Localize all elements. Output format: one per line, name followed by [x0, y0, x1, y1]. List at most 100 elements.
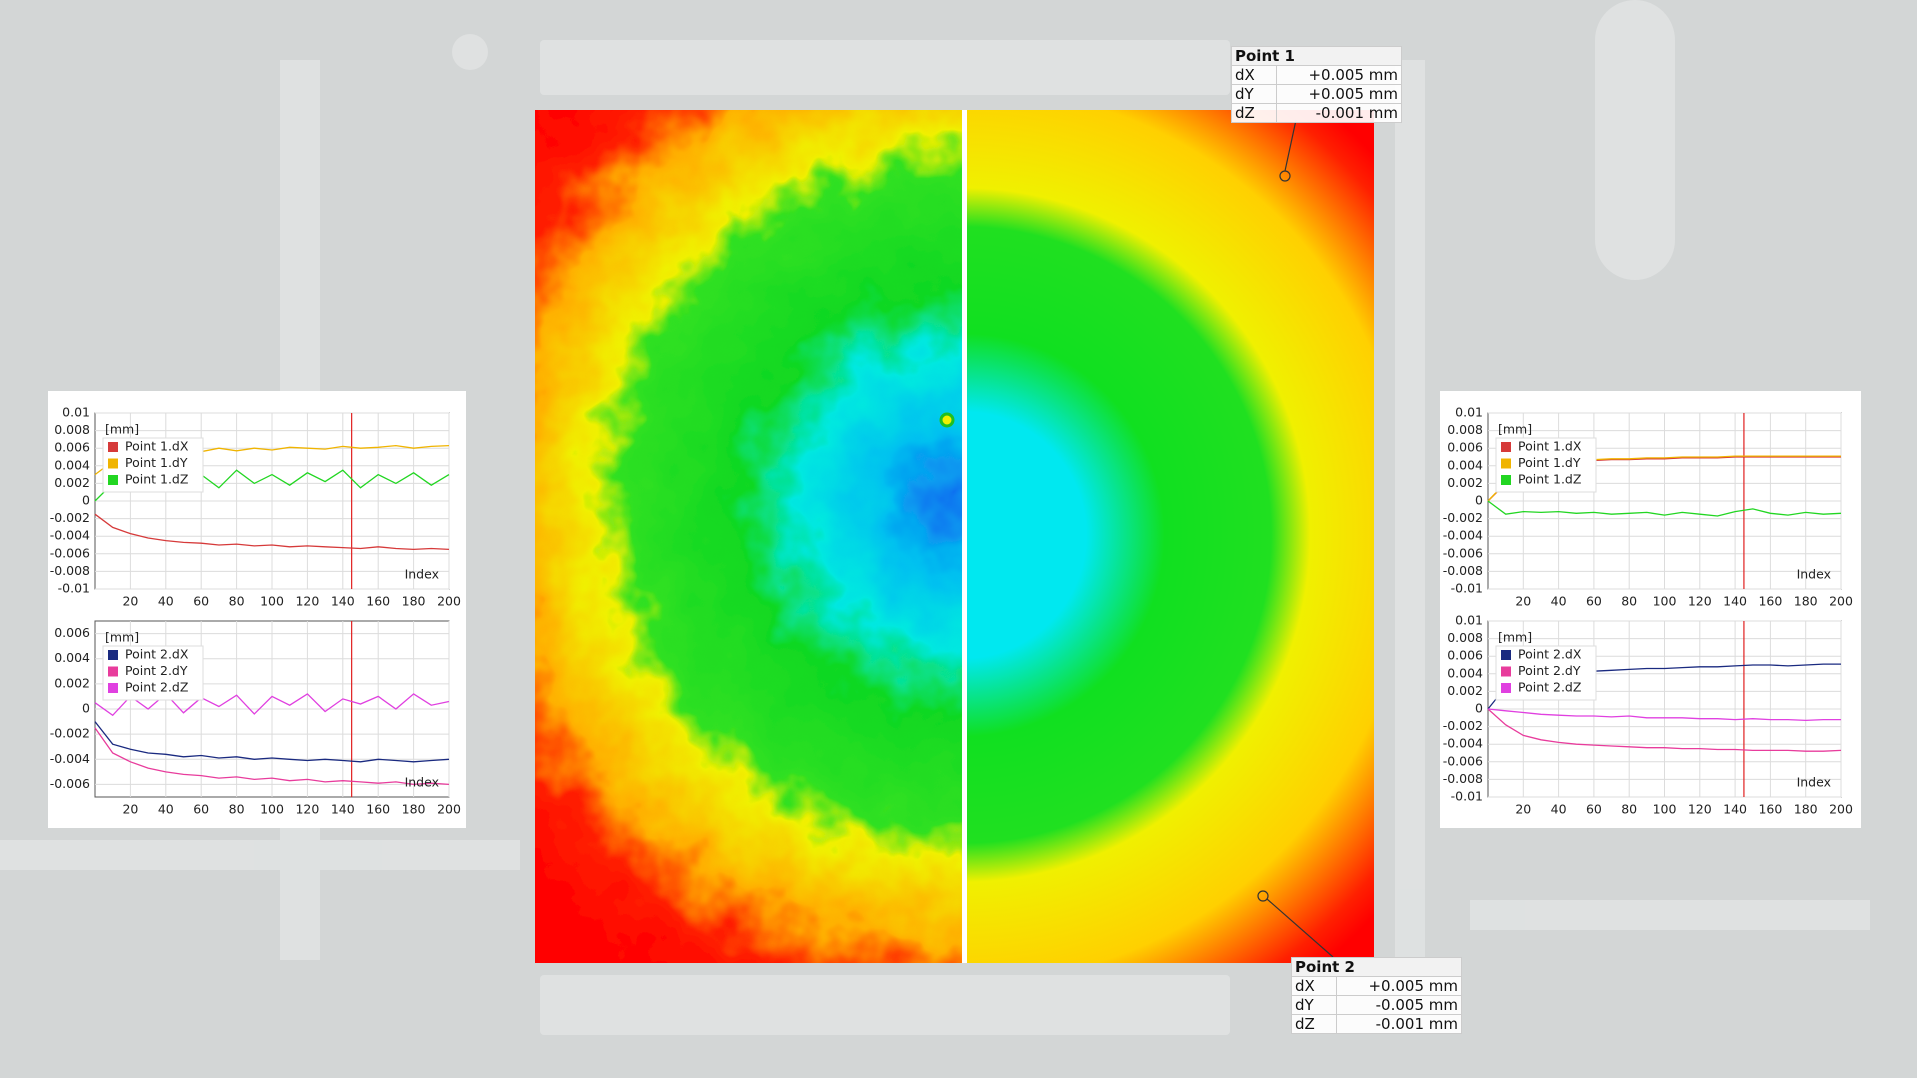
- y-tick-label: 0.002: [1447, 475, 1483, 490]
- background-board: [0, 0, 1870, 1035]
- y-tick-label: 0: [82, 493, 90, 508]
- y-tick-label: 0.008: [54, 422, 90, 437]
- x-tick-label: 120: [295, 594, 319, 609]
- x-tick-label: 80: [229, 594, 245, 609]
- y-tick-label: -0.002: [50, 510, 90, 525]
- legend-swatch: [108, 475, 118, 485]
- x-tick-label: 160: [1758, 802, 1782, 817]
- x-tick-label: 160: [366, 802, 390, 817]
- axis-name: dZ: [1291, 1014, 1337, 1034]
- y-tick-label: 0: [1475, 493, 1483, 508]
- table-title: Point 1: [1231, 46, 1402, 66]
- x-axis-label: Index: [1797, 775, 1831, 790]
- line-chart: 0.01 0.008 0.006 0.004 0.002 0 -0.002 -0.004 -0.…: [1443, 613, 1853, 817]
- x-tick-label: 80: [1621, 594, 1637, 609]
- legend-box: [1495, 645, 1597, 701]
- legend-box: [102, 437, 204, 493]
- x-tick-label: 80: [1621, 802, 1637, 817]
- y-tick-label: -0.008: [1443, 771, 1483, 786]
- y-axis-label: [mm]: [1498, 422, 1532, 437]
- y-tick-label: 0.004: [1447, 457, 1483, 472]
- x-tick-label: 100: [1653, 802, 1677, 817]
- y-tick-label: -0.004: [1443, 736, 1483, 751]
- legend-swatch: [1501, 458, 1511, 469]
- y-tick-label: -0.004: [50, 751, 90, 766]
- y-tick-label: 0.004: [1447, 665, 1483, 680]
- legend-swatch: [1501, 666, 1511, 677]
- y-tick-label: -0.006: [1443, 545, 1483, 560]
- deviation-value: +0.005 mm: [1276, 65, 1402, 85]
- x-tick-label: 80: [229, 802, 245, 817]
- legend-swatch: [1501, 650, 1511, 660]
- y-tick-label: -0.002: [50, 726, 90, 741]
- x-tick-label: 40: [158, 594, 174, 609]
- y-tick-label: -0.002: [1443, 718, 1483, 733]
- y-tick-label: 0.004: [54, 650, 90, 665]
- y-tick-label: 0: [1475, 701, 1483, 716]
- legend-label: Point 2.dY: [1518, 663, 1581, 678]
- x-tick-label: 60: [193, 594, 209, 609]
- legend-label: Point 1.dY: [1518, 455, 1581, 470]
- y-tick-label: 0.002: [54, 475, 90, 490]
- y-axis-label: [mm]: [1498, 630, 1532, 645]
- x-tick-label: 20: [1515, 802, 1531, 817]
- data-line: [1487, 708, 1842, 752]
- x-tick-label: 200: [1829, 802, 1853, 817]
- x-tick-label: 160: [1758, 594, 1782, 609]
- x-tick-label: 160: [366, 594, 390, 609]
- x-tick-label: 60: [1586, 802, 1602, 817]
- axis-name: dX: [1231, 65, 1277, 85]
- y-tick-label: -0.004: [1443, 528, 1483, 543]
- y-tick-label: 0.006: [1447, 440, 1483, 455]
- x-tick-label: 180: [1794, 802, 1818, 817]
- x-axis-label: Index: [405, 567, 439, 582]
- deviation-value: -0.001 mm: [1336, 1014, 1462, 1034]
- line-chart: 0.01 0.008 0.006 0.004 0.002 0 -0.002 -0.004 -0.…: [1443, 405, 1853, 609]
- deviation-value: +0.005 mm: [1276, 84, 1402, 104]
- y-tick-label: 0.006: [54, 625, 90, 640]
- legend-label: Point 2.dZ: [125, 680, 188, 695]
- y-tick-label: 0.01: [1455, 405, 1483, 420]
- y-tick-label: -0.004: [50, 528, 90, 543]
- y-tick-label: 0.002: [54, 675, 90, 690]
- x-tick-label: 100: [260, 594, 284, 609]
- y-tick-label: -0.01: [58, 581, 90, 596]
- x-tick-label: 60: [1586, 594, 1602, 609]
- data-line: [94, 721, 450, 763]
- legend-swatch: [108, 666, 118, 677]
- legend-label: Point 1.dX: [1518, 439, 1582, 454]
- legend-label: Point 1.dZ: [1518, 472, 1581, 487]
- y-tick-label: 0.008: [1447, 630, 1483, 645]
- x-axis-label: Index: [1797, 567, 1831, 582]
- x-tick-label: 200: [1829, 594, 1853, 609]
- legend-swatch: [1501, 683, 1511, 693]
- legend-swatch: [108, 442, 118, 452]
- x-tick-label: 140: [331, 802, 355, 817]
- data-line: [94, 513, 450, 551]
- x-tick-label: 140: [1723, 802, 1747, 817]
- x-tick-label: 120: [1688, 802, 1712, 817]
- legend-label: Point 1.dZ: [125, 472, 188, 487]
- axis-name: dY: [1231, 84, 1277, 104]
- deviation-value: +0.005 mm: [1336, 976, 1462, 996]
- y-axis-label: [mm]: [105, 630, 139, 645]
- x-tick-label: 120: [295, 802, 319, 817]
- x-tick-label: 200: [437, 594, 461, 609]
- x-tick-label: 40: [1551, 802, 1567, 817]
- x-tick-label: 180: [402, 594, 426, 609]
- y-tick-label: 0.002: [1447, 683, 1483, 698]
- point-markers: [1257, 119, 1334, 958]
- x-tick-label: 140: [1723, 594, 1747, 609]
- data-line: [1487, 500, 1842, 517]
- point-1-table: Point 1 dX +0.005 mm dY +0.005 mm dZ -0.001 mm: [1231, 46, 1402, 123]
- y-tick-label: 0: [82, 701, 90, 716]
- y-tick-label: -0.002: [1443, 510, 1483, 525]
- deviation-value: -0.005 mm: [1336, 995, 1462, 1015]
- y-tick-label: 0.004: [54, 457, 90, 472]
- legend-label: Point 1.dY: [125, 455, 188, 470]
